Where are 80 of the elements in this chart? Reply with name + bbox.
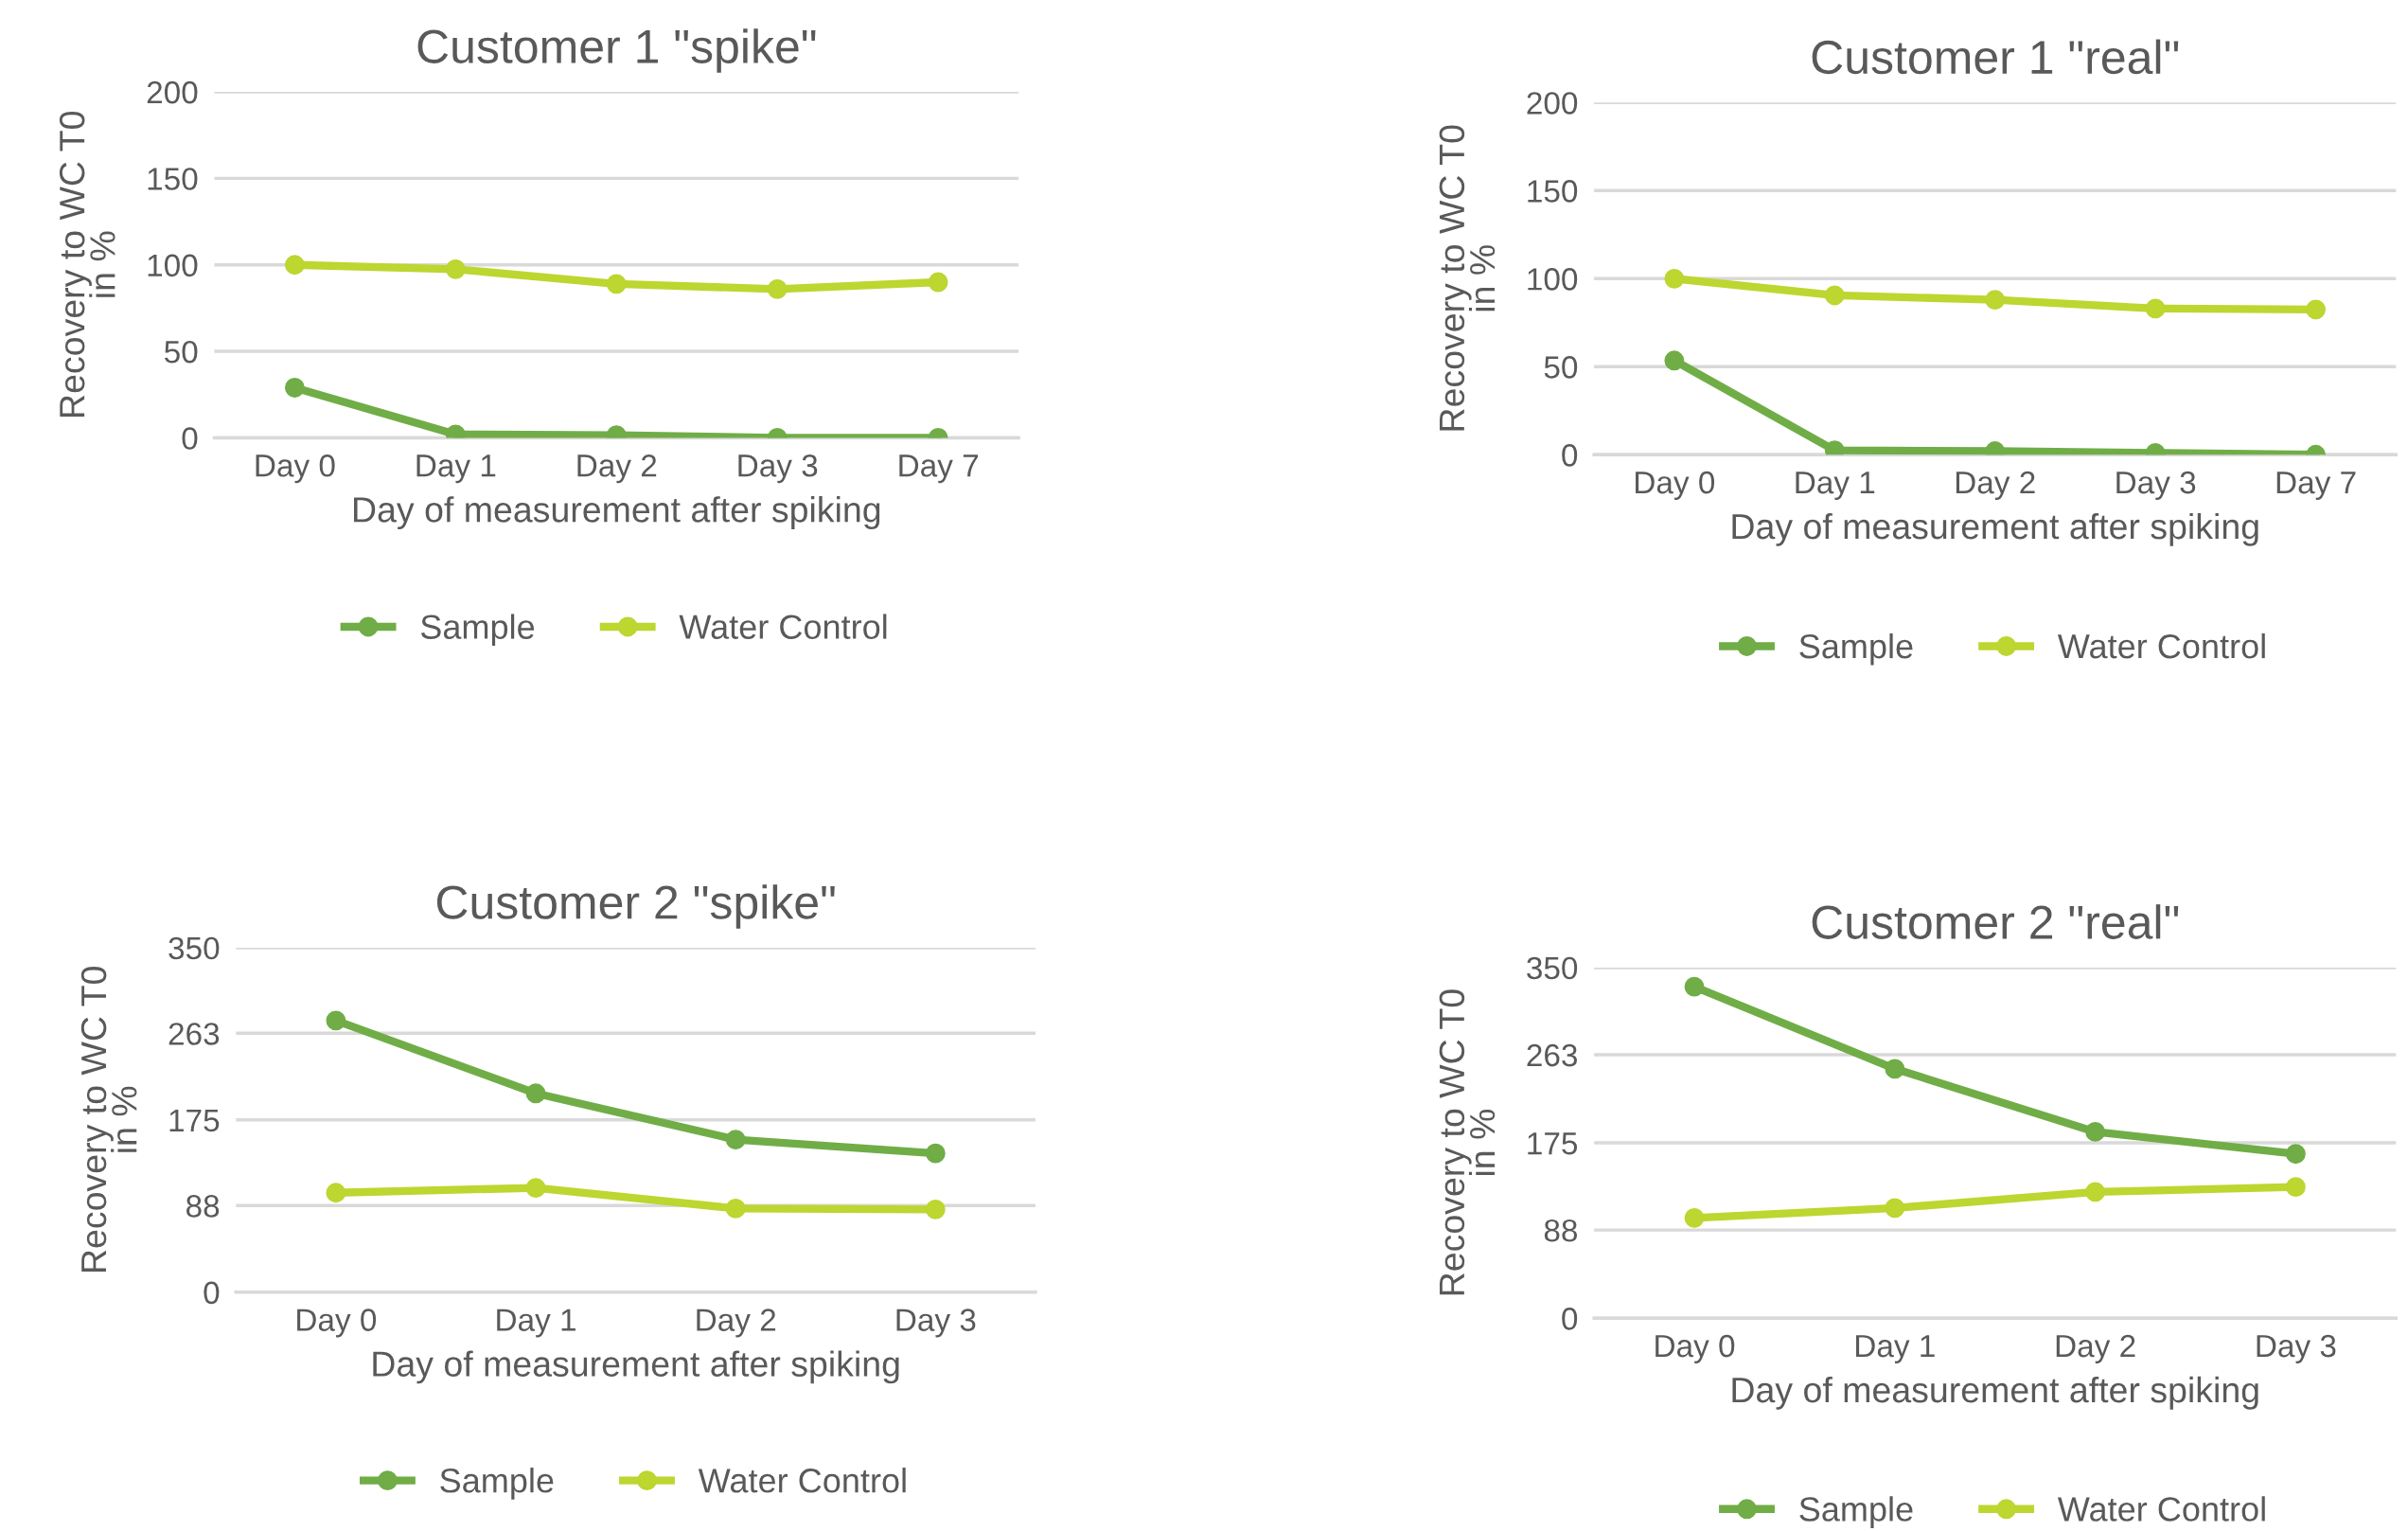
y-tick-label: 263 xyxy=(1527,1043,1577,1067)
point xyxy=(2145,298,2166,319)
x-tick-label: Day 0 xyxy=(297,1308,377,1338)
point xyxy=(1985,290,2006,311)
point xyxy=(1684,976,1705,997)
y-tick-label: 100 xyxy=(1528,268,1578,291)
x-axis-title: Day of measurement after spiking xyxy=(354,496,880,530)
point xyxy=(2285,1144,2306,1165)
x-tick-label: Day 1 xyxy=(497,1308,575,1338)
point xyxy=(326,1010,346,1031)
legend-label: Water Control xyxy=(2057,1496,2265,1522)
point xyxy=(1824,285,1845,306)
point xyxy=(725,1130,746,1150)
legend-label: Sample xyxy=(1799,632,1913,666)
x-tick-label: Day 3 xyxy=(2116,471,2196,500)
x-tick-label: Day 7 xyxy=(2276,472,2356,500)
x-tick-label: Day 0 xyxy=(1636,471,1715,500)
x-axis-title: Day of measurement after spiking xyxy=(1732,1376,2258,1410)
y-tick-label: 175 xyxy=(169,1109,220,1132)
x-tick-label: Day 7 xyxy=(899,454,979,484)
y-tick-label: 100 xyxy=(148,254,198,277)
point xyxy=(2085,1182,2106,1202)
legend-label: Water Control xyxy=(698,1468,906,1493)
x-tick-label: Day 1 xyxy=(1796,472,1875,500)
point xyxy=(326,1183,346,1203)
x-axis-title: Day of measurement after spiking xyxy=(373,1350,899,1384)
point xyxy=(1664,350,1685,371)
legend-label: Water Control xyxy=(679,614,887,639)
x-tick-label: Day 0 xyxy=(1656,1334,1735,1363)
y-tick-label: 263 xyxy=(168,1023,220,1045)
point xyxy=(1664,268,1685,289)
point xyxy=(725,1198,746,1219)
x-tick-label: Day 1 xyxy=(416,454,496,484)
y-tick-label: 88 xyxy=(1544,1219,1578,1242)
x-tick-label: Day 3 xyxy=(896,1308,976,1338)
y-tick-label: 150 xyxy=(148,168,198,190)
y-tick-label: 0 xyxy=(182,427,198,450)
y-axis-title: Recovery to WC T0 in % xyxy=(1439,125,1496,431)
x-axis-title: Day of measurement after spiking xyxy=(1732,512,2258,546)
legend-label: Sample xyxy=(420,614,535,647)
y-tick-label: 200 xyxy=(147,80,198,104)
point xyxy=(525,1178,546,1198)
point xyxy=(525,1083,546,1104)
y-axis-title: Recovery to WC T0 in % xyxy=(80,967,137,1272)
x-tick-label: Day 0 xyxy=(256,454,335,484)
chart-title: Customer 2 "spike" xyxy=(436,884,835,929)
y-tick-label: 0 xyxy=(204,1281,220,1305)
y-tick-label: 200 xyxy=(1527,92,1578,115)
point xyxy=(1885,1198,1905,1219)
point xyxy=(2085,1122,2106,1142)
y-tick-label: 50 xyxy=(1544,356,1578,379)
y-tick-label: 0 xyxy=(1562,1308,1578,1330)
x-tick-label: Day 1 xyxy=(1856,1335,1935,1363)
legend-label: Sample xyxy=(440,1468,554,1500)
x-tick-label: Day 2 xyxy=(697,1308,776,1338)
x-tick-label: Day 2 xyxy=(2056,1334,2135,1363)
y-tick-label: 350 xyxy=(168,936,220,960)
point xyxy=(2285,1177,2306,1198)
x-tick-label: Day 3 xyxy=(2257,1334,2336,1363)
point xyxy=(925,1200,946,1219)
point xyxy=(925,1143,946,1164)
chart-title: Customer 1 "real" xyxy=(1812,39,2179,75)
y-tick-label: 50 xyxy=(165,340,198,364)
y-axis-title: Recovery to WC T0 in % xyxy=(1439,989,1496,1295)
y-tick-label: 88 xyxy=(186,1195,220,1218)
y-tick-label: 175 xyxy=(1528,1132,1578,1155)
point xyxy=(1885,1059,1905,1079)
y-axis-title: Recovery to WC T0 in % xyxy=(59,111,115,417)
legend-label: Water Control xyxy=(2057,632,2265,659)
y-tick-label: 0 xyxy=(1562,444,1578,467)
x-tick-label: Day 2 xyxy=(577,454,657,484)
point xyxy=(1684,1208,1705,1228)
x-tick-label: Day 3 xyxy=(738,454,818,484)
x-tick-label: Day 2 xyxy=(1956,471,2035,500)
y-tick-label: 150 xyxy=(1528,180,1578,203)
point xyxy=(2306,299,2326,320)
chart-title: Customer 2 "real" xyxy=(1812,904,2179,939)
legend-label: Sample xyxy=(1799,1496,1913,1528)
y-tick-label: 350 xyxy=(1527,956,1578,980)
chart-title: Customer 1 "spike" xyxy=(417,28,816,73)
